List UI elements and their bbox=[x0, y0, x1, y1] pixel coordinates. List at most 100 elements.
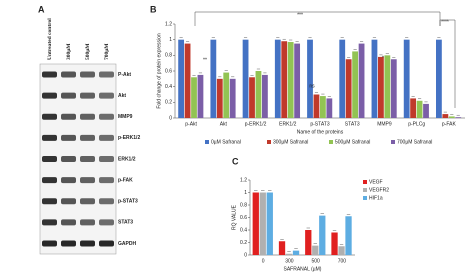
y-tick-label: 0.8 bbox=[165, 53, 172, 59]
bar bbox=[339, 39, 346, 118]
blot-row-label: STAT3 bbox=[118, 220, 133, 226]
x-tick-label: STAT3 bbox=[345, 121, 360, 127]
bar bbox=[281, 41, 288, 118]
bar bbox=[403, 39, 410, 118]
bar bbox=[197, 74, 204, 118]
blot-band bbox=[42, 240, 57, 247]
blot-band bbox=[99, 177, 114, 184]
blot-band bbox=[61, 134, 76, 141]
bar bbox=[274, 39, 281, 118]
legend-swatch bbox=[363, 180, 367, 184]
blot-row-label: p-STAT3 bbox=[118, 199, 138, 205]
bar bbox=[294, 43, 301, 119]
bar bbox=[312, 245, 319, 255]
blot-band bbox=[99, 113, 114, 120]
legend-label: 300µM Safranal bbox=[273, 139, 308, 145]
y-tick-label: 0.2 bbox=[165, 100, 172, 106]
x-tick-label: p-FAK bbox=[442, 121, 457, 127]
bar bbox=[249, 77, 255, 118]
legend-label: VEGF bbox=[369, 179, 383, 185]
x-axis-label: SAFRANAL (µM) bbox=[284, 266, 322, 272]
bar bbox=[259, 192, 266, 255]
blot-band bbox=[99, 219, 114, 226]
y-tick-label: 0.2 bbox=[240, 240, 247, 246]
bar bbox=[442, 114, 449, 118]
bar bbox=[262, 74, 268, 118]
bar bbox=[210, 39, 217, 118]
bar bbox=[455, 117, 462, 118]
bar bbox=[320, 96, 326, 118]
blot-band bbox=[61, 71, 76, 78]
blot-band bbox=[42, 198, 57, 205]
x-tick-label: p-ERK1/2 bbox=[245, 121, 267, 127]
bar bbox=[223, 72, 230, 118]
blot-band bbox=[42, 92, 57, 99]
bar bbox=[448, 116, 455, 118]
legend-swatch bbox=[391, 140, 395, 144]
y-tick-label: 1 bbox=[169, 37, 172, 43]
blot-band bbox=[42, 219, 57, 226]
blot-band bbox=[61, 113, 76, 120]
bar bbox=[278, 241, 286, 255]
bar bbox=[326, 98, 333, 118]
y-axis-label: Fold change of protein expression bbox=[156, 33, 162, 109]
y-tick-label: 0.4 bbox=[240, 227, 247, 233]
bar bbox=[242, 39, 249, 118]
bar bbox=[410, 98, 417, 118]
blot-band bbox=[61, 92, 76, 99]
x-tick-label: 0 bbox=[262, 258, 265, 264]
bar bbox=[352, 51, 359, 118]
blot-band bbox=[42, 113, 57, 120]
annotation: **** bbox=[441, 19, 449, 25]
bar bbox=[305, 230, 312, 255]
bar bbox=[266, 192, 273, 255]
legend-swatch bbox=[267, 140, 271, 144]
blot-band bbox=[80, 177, 95, 184]
blot-band bbox=[80, 92, 95, 99]
panel-label: B bbox=[150, 4, 157, 14]
bar bbox=[319, 215, 326, 255]
y-axis-label: RQ VALUE bbox=[231, 204, 237, 230]
blot-band bbox=[80, 240, 95, 247]
blot-band bbox=[99, 198, 114, 205]
bar bbox=[216, 78, 223, 118]
blot-row-label: GAPDH bbox=[118, 241, 136, 247]
bar bbox=[331, 232, 338, 255]
blot-row-label: p-FAK bbox=[118, 177, 133, 183]
x-tick-label: 700 bbox=[338, 258, 347, 264]
y-tick-label: 1.2 bbox=[165, 21, 172, 27]
blot-band bbox=[61, 156, 76, 162]
legend-label: VEGFR2 bbox=[369, 187, 389, 193]
x-tick-label: ERK1/2 bbox=[279, 121, 296, 127]
blot-row-label: P-Akt bbox=[118, 72, 131, 78]
blot-band bbox=[42, 134, 57, 141]
annotation: ** bbox=[203, 57, 207, 63]
bar bbox=[255, 71, 262, 118]
bar bbox=[378, 56, 384, 118]
panel-label: C bbox=[232, 156, 239, 166]
blot-band bbox=[61, 198, 76, 205]
bar bbox=[423, 103, 429, 118]
x-tick-label: p-STAT3 bbox=[310, 121, 329, 127]
blot-band bbox=[80, 134, 95, 141]
x-tick-label: 500 bbox=[311, 258, 320, 264]
bar bbox=[292, 250, 300, 255]
y-tick-label: 0.4 bbox=[165, 84, 172, 90]
blot-band bbox=[61, 240, 76, 247]
blot-row-label: MMP9 bbox=[118, 114, 133, 120]
blot-band bbox=[99, 71, 114, 78]
y-tick-label: 0.8 bbox=[240, 202, 247, 208]
bar bbox=[307, 39, 313, 118]
bar bbox=[371, 39, 378, 118]
legend-swatch bbox=[329, 140, 333, 144]
bracket bbox=[194, 11, 441, 26]
blot-band bbox=[80, 198, 95, 205]
blot-column-label: 300µM bbox=[66, 43, 72, 60]
bar bbox=[358, 43, 365, 119]
bar bbox=[436, 39, 442, 118]
x-tick-label: p-PLCg bbox=[408, 121, 425, 127]
x-axis-label: Name of the proteins bbox=[297, 129, 344, 135]
blot-band bbox=[42, 71, 57, 78]
legend-label: 0µM Safranal bbox=[211, 139, 241, 145]
